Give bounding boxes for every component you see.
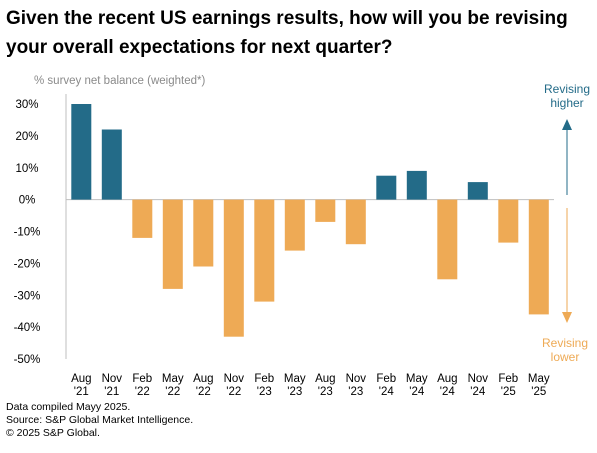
bar-May-25 (528, 199, 549, 315)
x-tick-label: Feb '22 (132, 373, 152, 398)
bar-Aug-24 (437, 199, 458, 280)
bar-Nov-21 (101, 129, 122, 200)
y-tick-label: -50% (14, 354, 41, 366)
bar-Aug-22 (193, 199, 214, 267)
x-tick-label: Aug '22 (193, 373, 213, 398)
x-tick-label: Aug '23 (315, 373, 335, 398)
x-tick-label: Feb '25 (498, 373, 518, 398)
x-tick-labels: Aug '21 Nov '21 Feb '22 May '22 Aug '22 Nov '22 Feb '… (71, 373, 550, 398)
bar-Nov-23 (345, 199, 366, 245)
bar-May-23 (284, 199, 305, 251)
y-tick-labels: 30% 20% 10% 0% -10% -20% -30% -40% -50% (14, 99, 41, 366)
x-tick-label: Aug '24 (437, 373, 457, 398)
arrow-down-icon (562, 312, 572, 323)
source-notes: Data compiled Mayy 2025. Source: S&P Glo… (6, 401, 193, 440)
bar-Nov-22 (223, 199, 244, 337)
bar-Aug-21 (71, 104, 92, 200)
bar-Nov-24 (467, 182, 488, 200)
arrow-up-icon (562, 119, 572, 130)
y-tick-label: -20% (14, 258, 41, 270)
x-tick-label: Nov '21 (102, 373, 123, 398)
x-tick-label: Feb '23 (254, 373, 274, 398)
x-tick-label: Aug '21 (71, 373, 91, 398)
y-tick-label: 20% (15, 131, 38, 143)
chart-title: Given the recent US earnings results, ho… (6, 8, 568, 58)
y-tick-label: -10% (14, 227, 41, 239)
x-tick-label: May '23 (284, 373, 306, 398)
annotations: Revising higher Revising lower (542, 82, 590, 364)
x-tick-label: Feb '24 (376, 373, 396, 398)
x-tick-label: May '25 (528, 373, 550, 398)
x-tick-label: May '24 (406, 373, 428, 398)
source-line-date: Data compiled Mayy 2025. (6, 401, 131, 413)
bars (71, 104, 549, 337)
y-tick-label: 10% (15, 163, 38, 175)
y-tick-label: -30% (14, 290, 41, 302)
bar-May-24 (406, 170, 427, 200)
x-tick-label: Nov '22 (224, 373, 245, 398)
source-line-copyright: © 2025 S&P Global. (6, 427, 100, 439)
bar-Aug-23 (315, 199, 336, 222)
y-tick-label: 0% (19, 195, 36, 207)
y-tick-label: -40% (14, 322, 41, 334)
x-tick-label: May '22 (162, 373, 184, 398)
source-line-source: Source: S&P Global Market Intelligence. (6, 414, 194, 426)
annotation-revising-higher: Revising higher (544, 82, 590, 110)
annotation-revising-lower: Revising lower (542, 336, 588, 364)
y-tick-label: 30% (15, 99, 38, 111)
x-tick-label: Nov '24 (468, 373, 489, 398)
bar-Feb-22 (132, 199, 153, 238)
bar-Feb-25 (498, 199, 519, 243)
bar-Feb-23 (254, 199, 275, 302)
y-axis-title: % survey net balance (weighted*) (34, 75, 205, 87)
x-tick-label: Nov '23 (346, 373, 367, 398)
bar-Feb-24 (376, 175, 397, 200)
bar-May-22 (162, 199, 183, 289)
